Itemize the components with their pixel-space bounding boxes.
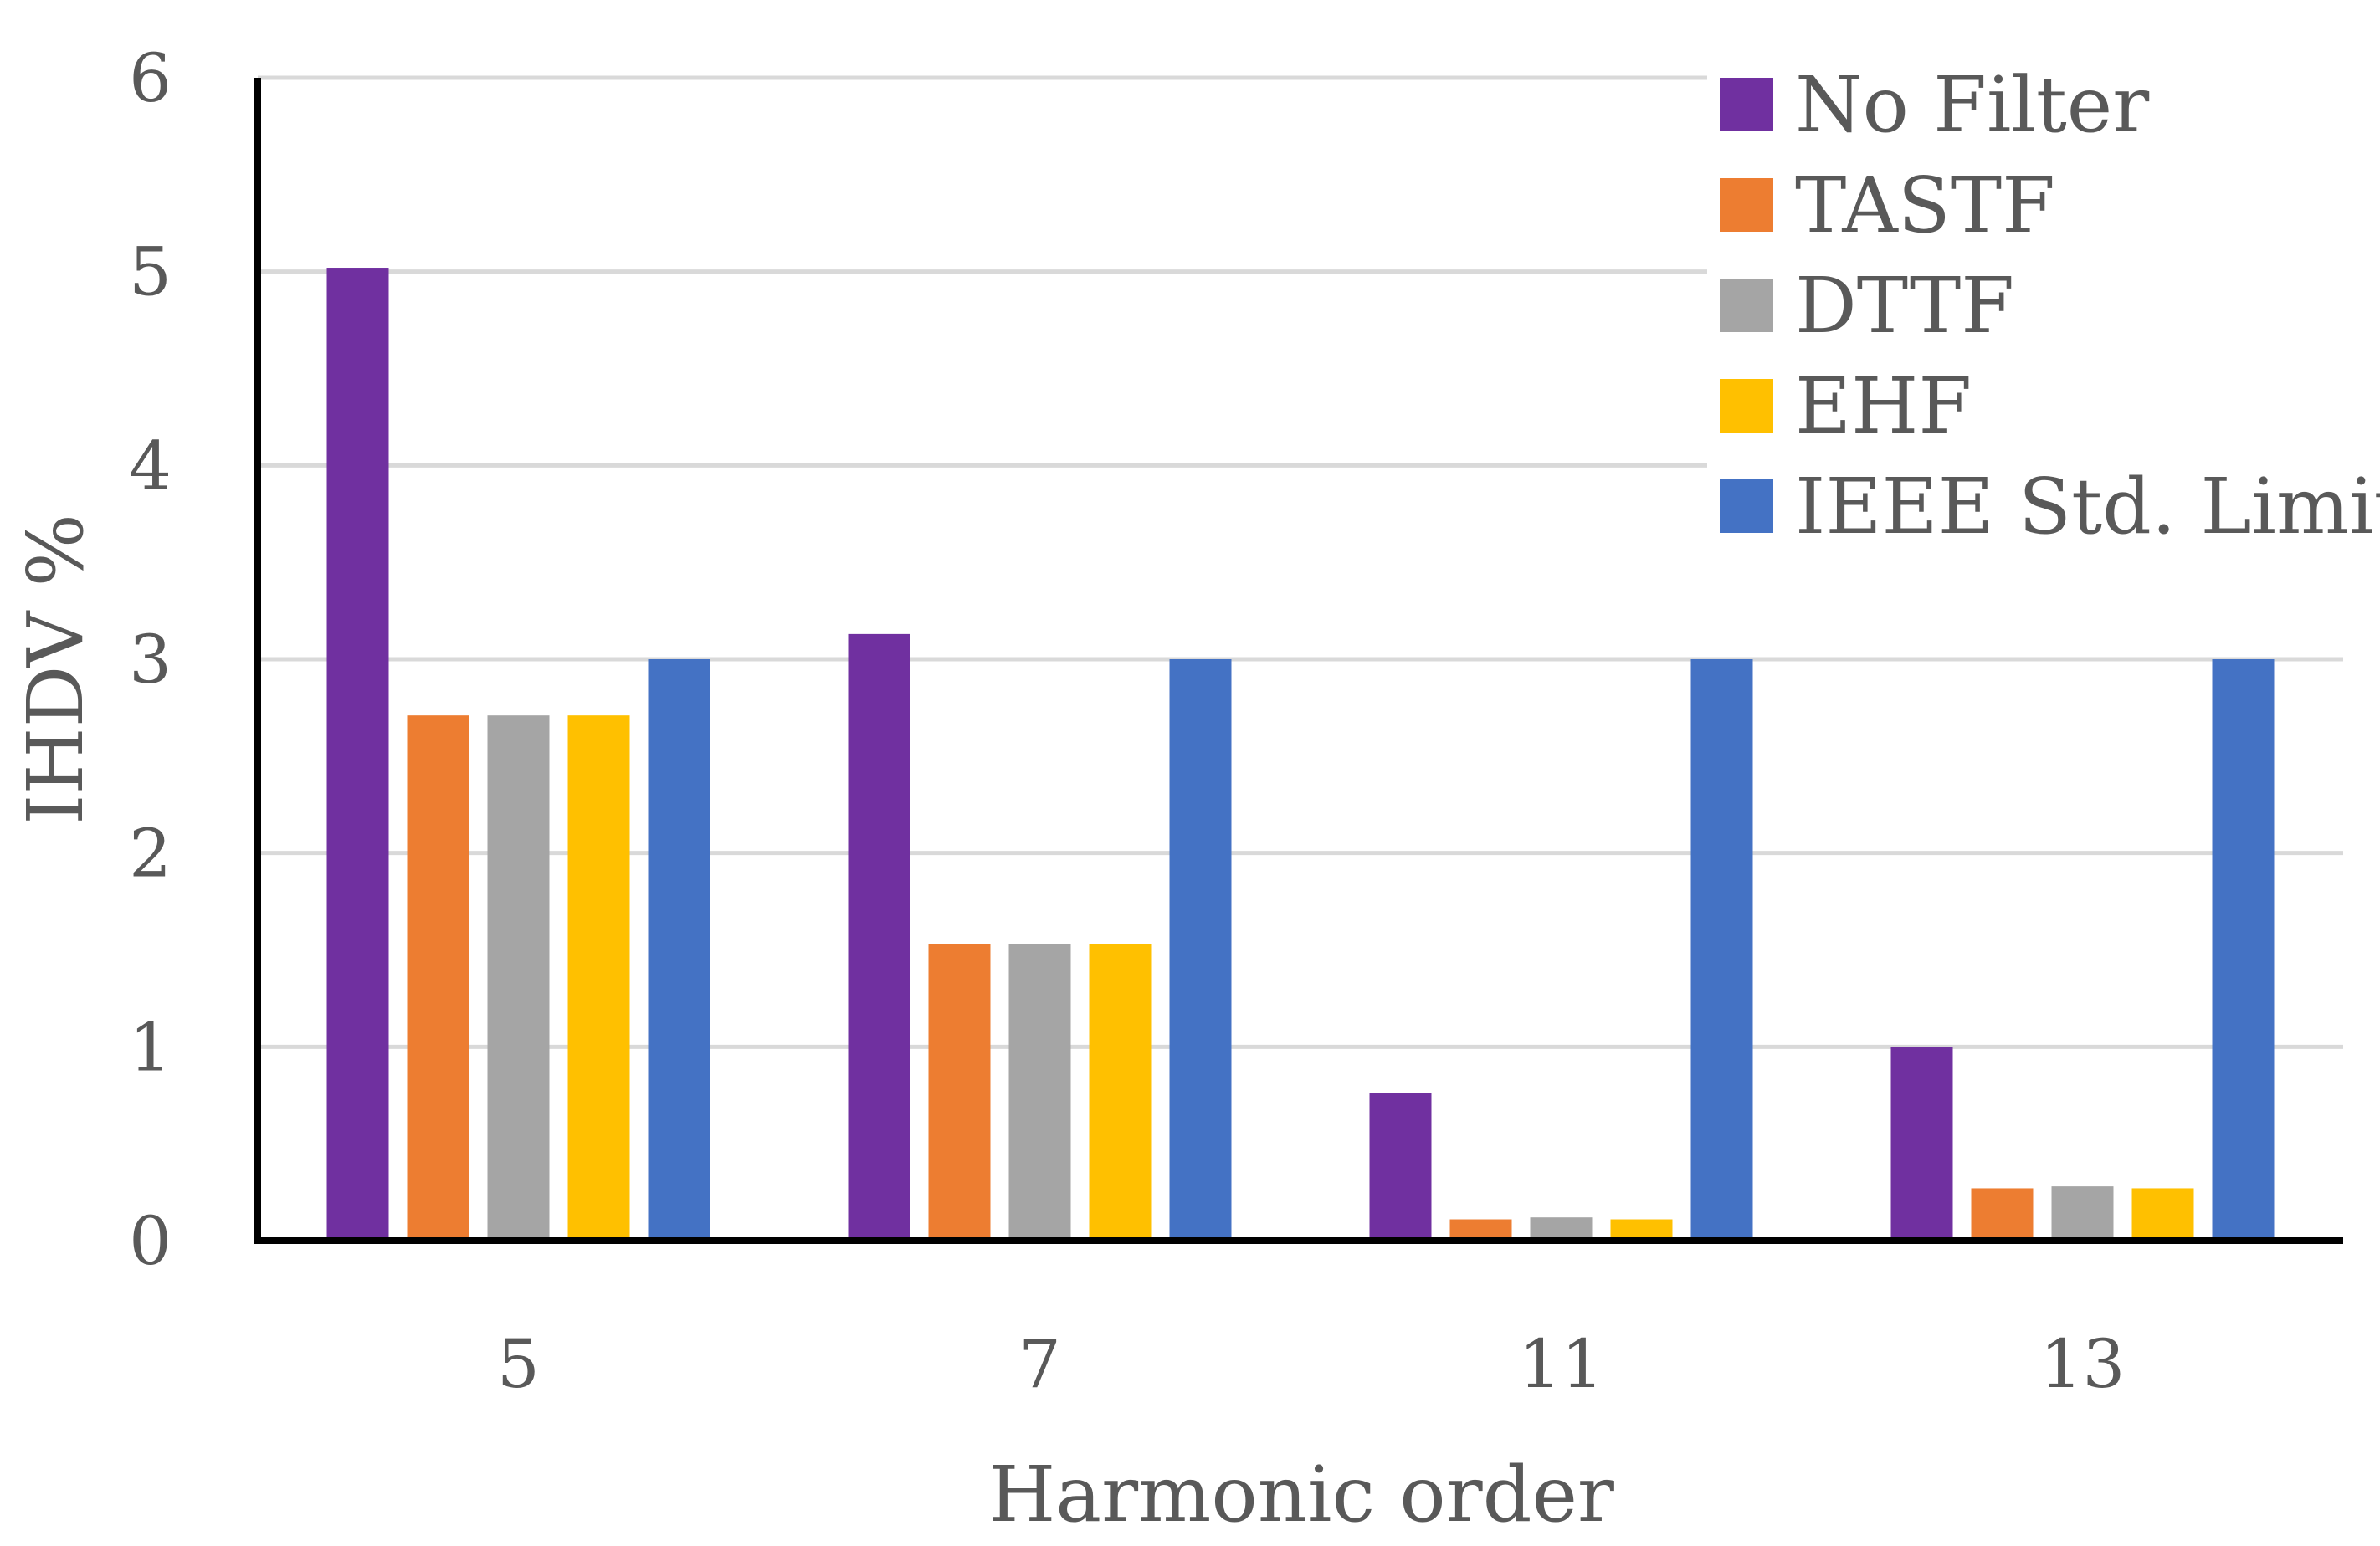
x-tick-labels: 5 7 11 13 [497, 1325, 2125, 1403]
legend-label: TASTF [1795, 161, 2055, 250]
bar-ieee-std-limit-h13 [2212, 659, 2275, 1241]
bars [326, 268, 2275, 1241]
x-axis-title: Harmonic order [988, 1450, 1614, 1539]
legend-label: No Filter [1795, 60, 2149, 150]
bar-no-filter-h5 [326, 268, 389, 1241]
legend-label: EHF [1795, 361, 1972, 451]
y-tick-label: 0 [129, 1202, 172, 1280]
legend-swatch [1720, 479, 1773, 533]
y-tick-labels: 0 1 2 3 4 5 6 [129, 39, 172, 1280]
bar-no-filter-h7 [848, 633, 910, 1241]
bar-tastf-h13 [1971, 1188, 2034, 1241]
legend-swatch [1720, 379, 1773, 433]
legend-label: IEEE Std. Limit [1795, 462, 2380, 551]
y-tick-label: 6 [129, 39, 172, 117]
legend-swatch [1720, 279, 1773, 332]
bar-tastf-h11 [1449, 1219, 1512, 1241]
x-tick-label: 5 [497, 1325, 540, 1403]
bar-ieee-std-limit-h5 [648, 659, 710, 1241]
bar-dttf-h13 [2051, 1186, 2114, 1241]
x-tick-label: 11 [1519, 1325, 1604, 1403]
legend-swatch [1720, 78, 1773, 131]
legend-swatch [1720, 178, 1773, 232]
bar-no-filter-h11 [1369, 1093, 1432, 1241]
bar-dttf-h5 [487, 715, 550, 1241]
legend-background [1707, 33, 2377, 552]
legend: No Filter TASTF DTTF EHF IEEE Std. Limit [1707, 33, 2380, 552]
bar-dttf-h11 [1530, 1217, 1593, 1241]
bar-ehf-h11 [1610, 1219, 1673, 1241]
bar-dttf-h7 [1008, 944, 1071, 1241]
bar-tastf-h5 [407, 715, 469, 1241]
bar-tastf-h7 [928, 944, 991, 1241]
bar-ehf-h7 [1089, 944, 1152, 1241]
bar-ieee-std-limit-h7 [1169, 659, 1232, 1241]
x-tick-label: 7 [1018, 1325, 1061, 1403]
y-tick-label: 5 [129, 233, 172, 311]
axes [254, 78, 2343, 1244]
bar-ieee-std-limit-h11 [1690, 659, 1753, 1241]
bar-ehf-h13 [2131, 1188, 2194, 1241]
legend-label: DTTF [1795, 261, 2014, 351]
y-tick-label: 3 [129, 621, 172, 699]
y-tick-label: 4 [129, 427, 172, 504]
y-tick-label: 1 [129, 1008, 172, 1086]
y-tick-label: 2 [129, 815, 172, 893]
x-tick-label: 13 [2040, 1325, 2126, 1403]
bar-ehf-h5 [567, 715, 630, 1241]
y-axis-title: IHDV % [11, 514, 100, 825]
bar-no-filter-h13 [1890, 1047, 1953, 1241]
